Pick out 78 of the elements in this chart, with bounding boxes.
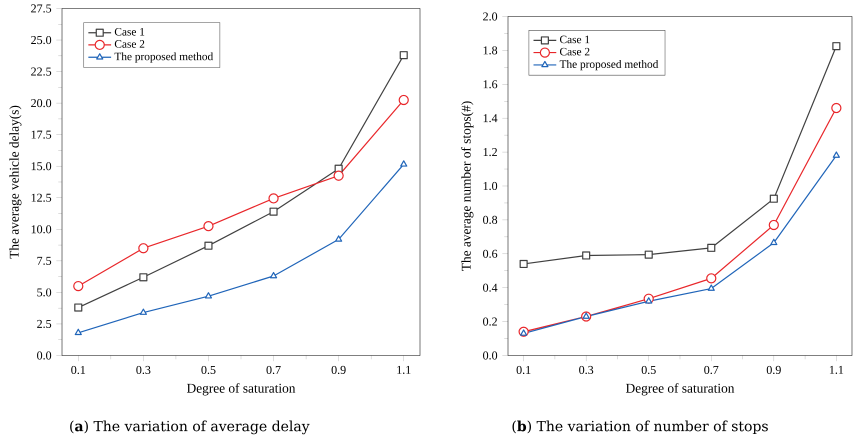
point [832,151,840,158]
legend-label: Case 1 [114,28,144,36]
y-tick-label: 0.0 [37,351,52,360]
y-tick-label: 1.2 [484,148,497,156]
point [140,308,147,315]
y-tick-label: 12.5 [32,193,52,202]
point [708,284,715,291]
x-tick-label: 0.7 [704,366,718,374]
legend-label: The proposed method [560,60,658,70]
point [73,280,84,291]
point [203,220,214,232]
point [139,272,148,282]
point [770,194,778,203]
y-tick-label: 2.5 [37,320,52,328]
text: (b) The variation of number of stops [512,420,768,434]
x-axis-title: Degree of saturation [626,382,734,396]
text: (a) The variation of average delay [70,420,310,434]
y-tick-label: 0.8 [483,216,498,224]
point [335,235,342,242]
y-tick-label: 15.0 [32,162,52,170]
y-tick-label: 1.8 [484,46,498,54]
point [398,94,409,105]
point [334,170,344,181]
x-tick-label: 0.3 [136,366,150,374]
x-tick-label: 0.5 [642,366,656,374]
y-tick-label: 7.5 [37,256,52,265]
point [204,241,213,250]
point [582,251,590,260]
point [400,50,408,60]
legend-label: Case 2 [114,40,144,48]
y-tick-label: 5.0 [37,288,52,296]
x-tick-label: 0.5 [201,366,216,374]
y-tick-label: 1.6 [484,80,498,88]
x-tick-label: 0.1 [516,366,530,374]
y-tick-label: 1.0 [484,182,498,190]
point [768,220,779,230]
y-tick-label: 1.4 [484,114,498,122]
x-tick-label: 0.9 [332,366,346,374]
point [268,193,279,204]
y-axis-title: The average number of stops(#) [461,101,474,271]
y-tick-label: 17.5 [32,130,52,138]
point [138,242,149,254]
y-tick-label: 0.0 [483,351,498,360]
y-tick-label: 0.4 [483,283,498,292]
x-tick-label: 0.9 [766,366,781,374]
x-tick-label: 0.1 [71,366,86,374]
y-tick-label: 0.6 [483,249,498,258]
point [74,328,82,335]
y-tick-label: 20.0 [31,98,52,107]
x-tick-label: 1.1 [397,366,411,374]
y-tick-label: 10.0 [32,224,52,234]
legend-label: Case 2 [560,48,590,56]
x-tick-label: 1.1 [830,366,844,374]
point [832,42,840,50]
y-axis-title: The average vehicle delay(s) [9,106,22,258]
point [400,160,408,166]
point [831,102,842,113]
point [269,207,278,216]
y-tick-label: 27.5 [31,4,52,12]
legend-label: Case 1 [560,35,590,44]
y-tick-label: 22.5 [31,67,52,76]
x-axis-title: Degree of saturation [186,382,296,396]
point [204,292,212,298]
point [645,296,652,304]
x-tick-label: 0.7 [266,366,281,374]
point [74,303,82,312]
point [644,250,653,258]
point [270,272,278,278]
y-tick-label: 0.2 [483,317,497,326]
y-tick-label: 2.0 [483,12,498,20]
point [520,329,528,336]
point [706,273,716,284]
legend-label: The proposed method [114,52,214,62]
point [520,260,528,268]
point [770,238,778,245]
x-tick-label: 0.3 [579,366,594,374]
y-tick-label: 25.0 [31,36,52,44]
point [707,244,716,252]
